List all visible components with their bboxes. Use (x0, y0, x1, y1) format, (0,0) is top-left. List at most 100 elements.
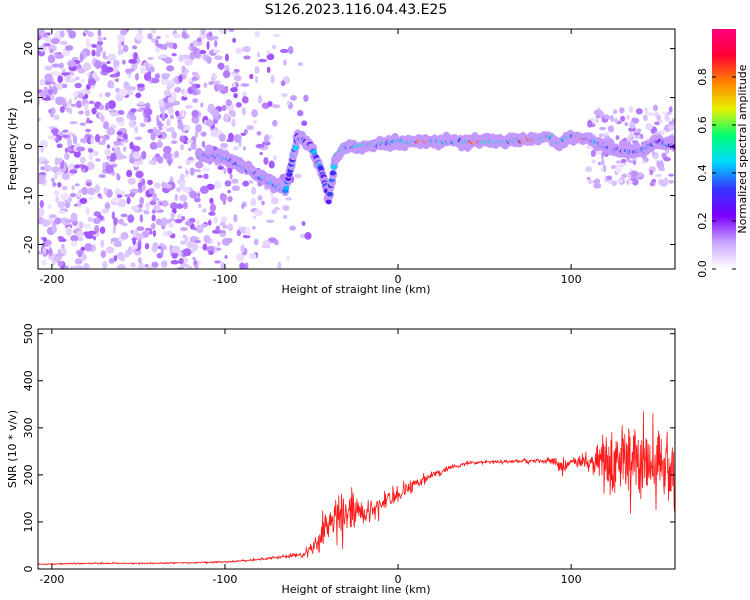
heatmap-cell (44, 65, 53, 71)
heatmap-cell (97, 40, 104, 46)
heatmap-cell (64, 152, 70, 160)
heatmap-cell (151, 29, 157, 34)
heatmap-cell (628, 106, 634, 114)
heatmap-cell (137, 187, 144, 193)
heatmap-cell (242, 180, 250, 187)
colorbar-tick: 0.4 (696, 164, 736, 182)
snr-y-tick: 0 (22, 566, 675, 573)
heatmap-cell (282, 214, 288, 220)
heatmap-cell (289, 225, 297, 231)
heatmap-cell (38, 29, 46, 37)
colorbar-tick-label: 0.2 (696, 212, 709, 230)
heatmap-cell (217, 62, 225, 70)
heatmap-cell (129, 114, 137, 122)
heatmap-cell (103, 121, 109, 130)
heatmap-cell (658, 167, 665, 172)
heatmap-cell (57, 210, 67, 214)
heatmap-cell (208, 81, 214, 86)
heatmap-cell (301, 221, 306, 226)
heatmap-cell (130, 262, 136, 268)
heatmap-cell (84, 103, 89, 111)
heatmap-cell (58, 62, 64, 69)
heatmap-cell (668, 106, 673, 113)
heatmap-cell (42, 97, 52, 101)
heatmap-cell (196, 174, 203, 178)
heatmap-cell (88, 196, 94, 201)
heatmap-cell (155, 218, 164, 226)
heatmap-cell (102, 162, 106, 170)
heatmap-cell (59, 30, 65, 38)
heatmap-cell (301, 120, 308, 127)
heatmap-cell (68, 30, 77, 39)
heatmap-cell (58, 131, 64, 137)
heatmap-cell (170, 140, 178, 145)
heatmap-cell (87, 216, 94, 222)
heatmap-cell (163, 89, 171, 97)
heatmap-cell (106, 60, 111, 65)
heatmap-cell (166, 86, 172, 90)
heatmap-cell (184, 173, 189, 178)
heatmap-cell (181, 109, 185, 118)
heatmap-cell (168, 159, 172, 166)
heatmap-cell (256, 131, 262, 136)
heatmap-cell (44, 73, 53, 82)
heatmap-cell (67, 132, 73, 136)
heatmap-cell (40, 166, 45, 171)
heatmap-cell (120, 213, 128, 218)
heatmap-cell (182, 201, 188, 210)
heatmap-cell (42, 246, 47, 255)
heatmap-cell (281, 93, 288, 98)
heatmap-cell (161, 200, 169, 207)
heatmap-cell (634, 135, 641, 139)
heatmap-cell (71, 185, 75, 191)
heatmap-cell (39, 78, 46, 86)
heatmap-cell (92, 217, 101, 225)
heatmap-cell (107, 100, 116, 109)
heatmap-cell (139, 122, 146, 128)
heatmap-cell (664, 113, 669, 121)
heatmap-cell (189, 167, 195, 176)
spectrogram-y-tick: 0 (22, 143, 675, 150)
heatmap-cell (603, 164, 607, 173)
heatmap-cell (206, 36, 215, 41)
heatmap-cell (172, 42, 178, 50)
heatmap-cell (258, 58, 267, 63)
spectrogram-y-axis-label: Frequency (Hz) (6, 108, 19, 191)
heatmap-cell (218, 29, 228, 35)
heatmap-cell (64, 45, 74, 51)
heatmap-cell (222, 70, 231, 79)
spectrogram-x-tick-label: -100 (212, 273, 237, 286)
heatmap-cell (116, 173, 120, 178)
heatmap-cell (117, 50, 121, 56)
heatmap-cell (249, 73, 254, 80)
heatmap-cell (235, 102, 242, 108)
heatmap-cell (115, 116, 124, 123)
heatmap-cell (132, 229, 138, 239)
heatmap-cell (232, 146, 239, 151)
heatmap-cell (53, 114, 60, 121)
heatmap-cell (209, 203, 216, 212)
heatmap-cell (253, 238, 259, 246)
heatmap-cell (227, 189, 231, 194)
heatmap-cell (74, 183, 80, 187)
heatmap-cell (83, 262, 90, 269)
heatmap-cell (239, 262, 246, 269)
heatmap-cell (227, 223, 234, 232)
heatmap-cell (213, 35, 219, 40)
heatmap-cell (280, 80, 286, 87)
heatmap-cell (165, 73, 171, 77)
heatmap-cell (153, 204, 161, 212)
heatmap-cell (95, 158, 101, 162)
heatmap-cell (219, 222, 227, 226)
heatmap-cell (218, 133, 226, 142)
heatmap-cell (83, 223, 91, 229)
heatmap-cell (233, 92, 238, 99)
heatmap-cell (199, 49, 207, 55)
heatmap-cell (272, 119, 278, 127)
heatmap-cell (287, 46, 294, 54)
heatmap-cell (88, 152, 93, 161)
heatmap-cell (135, 233, 145, 241)
heatmap-cell (624, 122, 629, 127)
heatmap-cell (266, 66, 271, 74)
